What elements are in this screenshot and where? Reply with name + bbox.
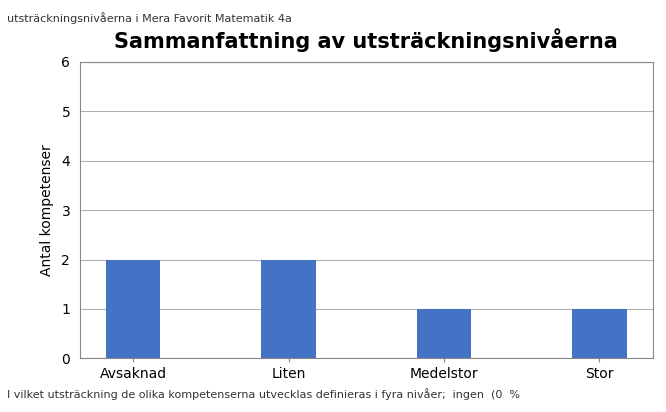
Bar bbox=[106, 260, 161, 358]
Text: I vilket utsträckning de olika kompetenserna utvecklas definieras i fyra nivåer;: I vilket utsträckning de olika kompetens… bbox=[7, 388, 519, 400]
Bar bbox=[417, 309, 472, 358]
Y-axis label: Antal kompetenser: Antal kompetenser bbox=[41, 144, 55, 276]
Text: utsträckningsnivåerna i Mera Favorit Matematik 4a: utsträckningsnivåerna i Mera Favorit Mat… bbox=[7, 12, 292, 24]
Bar bbox=[572, 309, 627, 358]
Title: Mera Favorit Matematik 4a -

Sammanfattning av utsträckningsnivåerna: Mera Favorit Matematik 4a - Sammanfattni… bbox=[115, 0, 618, 52]
Bar bbox=[261, 260, 316, 358]
